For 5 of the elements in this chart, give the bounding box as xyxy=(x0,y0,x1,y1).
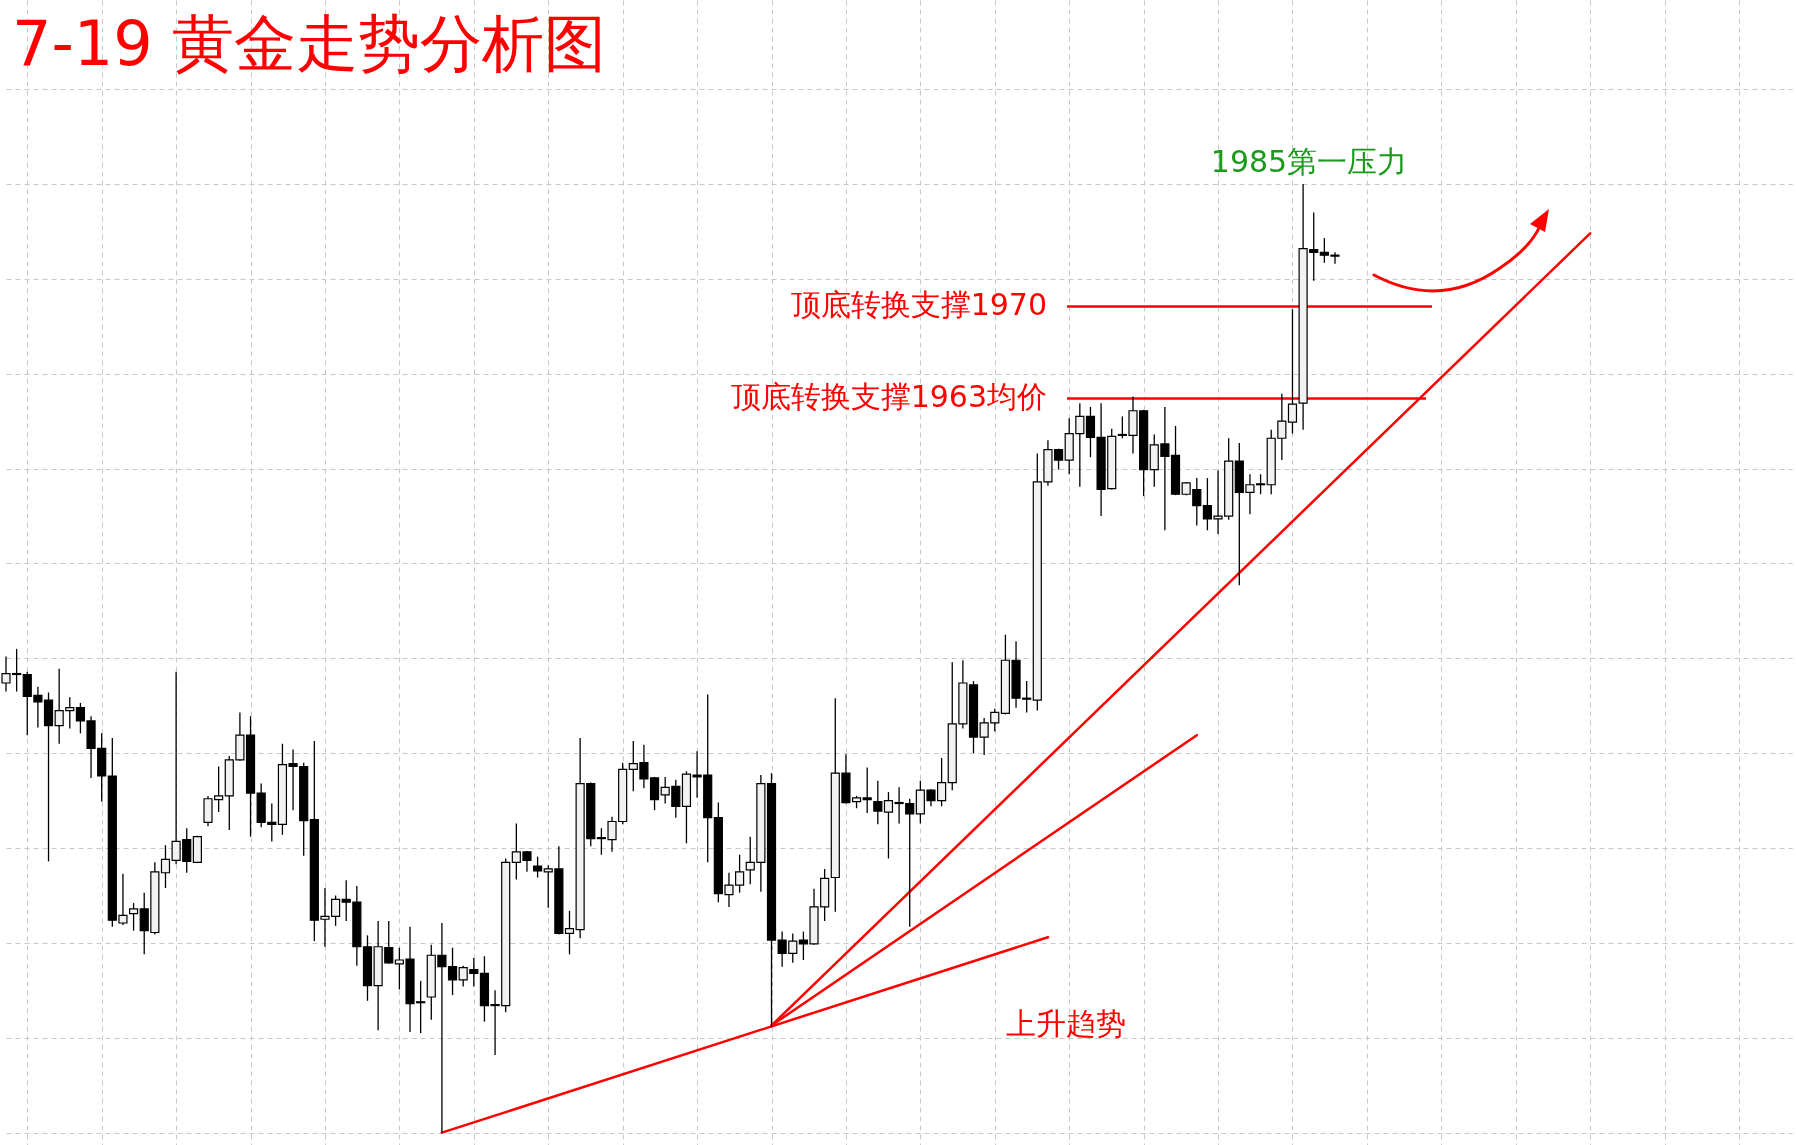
ref-line-label: 顶底转换支撑1970 xyxy=(790,287,1047,323)
chart-title: 7-19 黄金走势分析图 xyxy=(12,7,607,80)
annotation: 上升趋势 xyxy=(1006,1006,1126,1041)
ref-line-label: 顶底转换支撑1963均价 xyxy=(730,379,1047,415)
text: 1985第一压力 xyxy=(1210,144,1408,179)
